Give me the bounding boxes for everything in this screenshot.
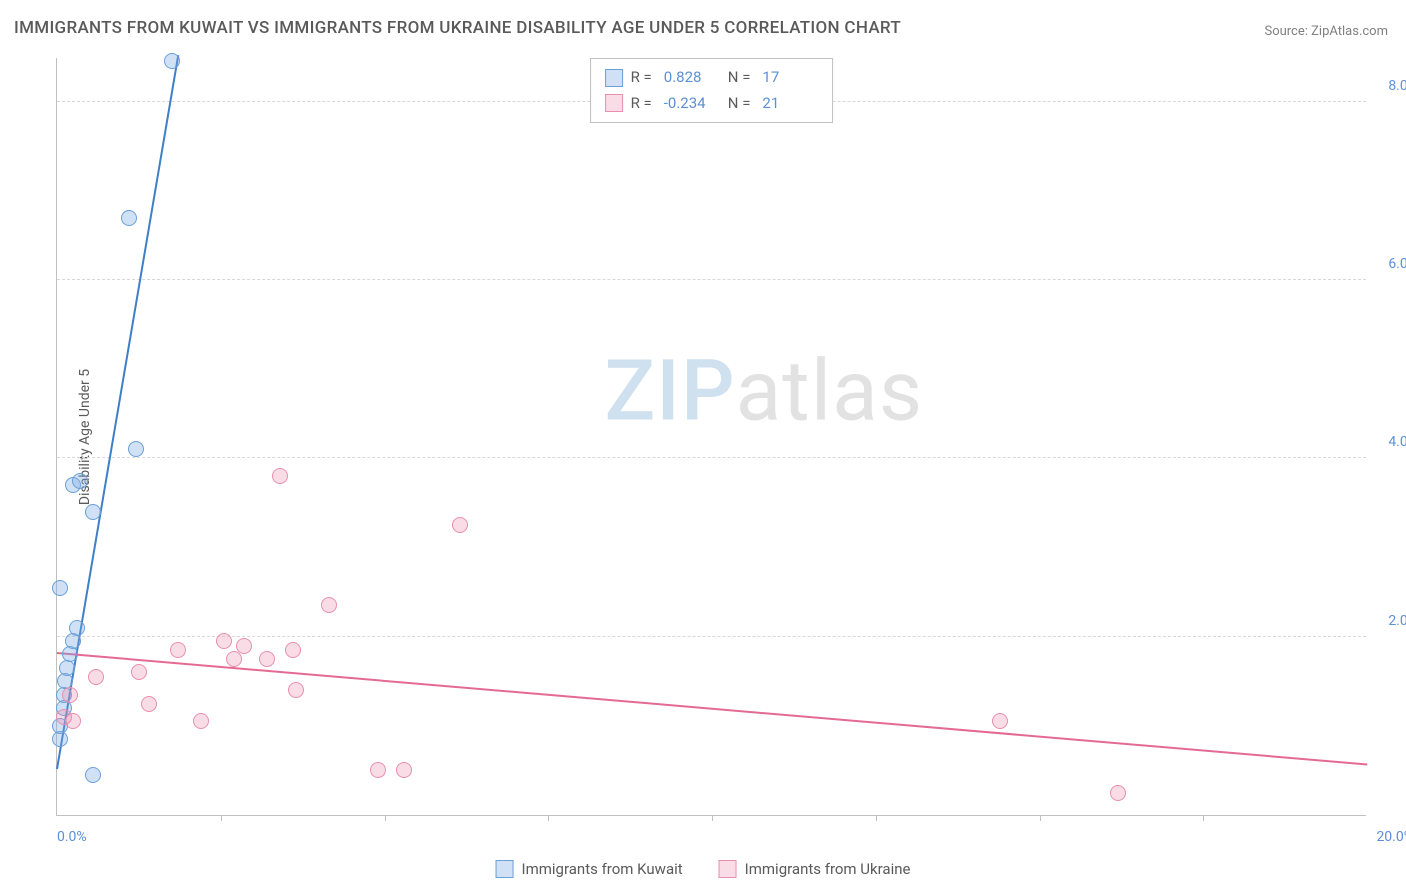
data-point bbox=[170, 642, 186, 658]
legend-item-ukraine: Immigrants from Ukraine bbox=[719, 860, 911, 878]
data-point bbox=[88, 669, 104, 685]
data-point bbox=[452, 517, 468, 533]
x-tick-label: 0.0% bbox=[57, 829, 87, 845]
data-point bbox=[1110, 785, 1126, 801]
x-tick bbox=[1040, 815, 1041, 821]
y-tick-label: 4.0% bbox=[1388, 434, 1406, 450]
swatch-kuwait bbox=[605, 69, 623, 87]
n-value-kuwait: 17 bbox=[762, 65, 818, 91]
data-point bbox=[65, 713, 81, 729]
r-value-ukraine: -0.234 bbox=[664, 91, 720, 117]
data-point bbox=[193, 713, 209, 729]
data-point bbox=[321, 597, 337, 613]
data-point bbox=[226, 651, 242, 667]
y-tick-label: 8.0% bbox=[1388, 78, 1406, 94]
chart-title: IMMIGRANTS FROM KUWAIT VS IMMIGRANTS FRO… bbox=[14, 18, 901, 38]
data-point bbox=[62, 646, 78, 662]
data-point bbox=[85, 504, 101, 520]
data-point bbox=[141, 696, 157, 712]
data-point bbox=[72, 473, 88, 489]
x-tick bbox=[385, 815, 386, 821]
data-point bbox=[992, 713, 1008, 729]
series-legend: Immigrants from Kuwait Immigrants from U… bbox=[496, 860, 911, 878]
x-tick-label: 20.0% bbox=[1376, 829, 1406, 845]
data-point bbox=[259, 651, 275, 667]
data-point bbox=[396, 762, 412, 778]
legend-row-ukraine: R = -0.234 N = 21 bbox=[605, 91, 819, 117]
data-point bbox=[285, 642, 301, 658]
legend-label-ukraine: Immigrants from Ukraine bbox=[745, 860, 911, 878]
legend-row-kuwait: R = 0.828 N = 17 bbox=[605, 65, 819, 91]
x-tick bbox=[876, 815, 877, 821]
data-point bbox=[216, 633, 232, 649]
data-point bbox=[128, 441, 144, 457]
data-point bbox=[370, 762, 386, 778]
data-point bbox=[164, 53, 180, 69]
watermark: ZIPatlas bbox=[605, 342, 924, 441]
data-point bbox=[131, 664, 147, 680]
watermark-zip: ZIP bbox=[605, 342, 736, 441]
legend-label-kuwait: Immigrants from Kuwait bbox=[522, 860, 683, 878]
gridline bbox=[57, 279, 1366, 280]
swatch-kuwait bbox=[496, 860, 514, 878]
data-point bbox=[288, 682, 304, 698]
n-value-ukraine: 21 bbox=[762, 91, 818, 117]
swatch-ukraine bbox=[719, 860, 737, 878]
n-label: N = bbox=[728, 91, 751, 117]
data-point bbox=[59, 660, 75, 676]
data-point bbox=[62, 687, 78, 703]
data-point bbox=[121, 210, 137, 226]
swatch-ukraine bbox=[605, 94, 623, 112]
x-tick bbox=[221, 815, 222, 821]
x-tick bbox=[712, 815, 713, 821]
x-tick bbox=[1203, 815, 1204, 821]
data-point bbox=[236, 638, 252, 654]
gridline bbox=[57, 636, 1366, 637]
data-point bbox=[85, 767, 101, 783]
r-label: R = bbox=[631, 65, 652, 91]
r-label: R = bbox=[631, 91, 652, 117]
watermark-atlas: atlas bbox=[736, 342, 924, 441]
x-tick bbox=[548, 815, 549, 821]
trend-line bbox=[57, 652, 1367, 765]
source-label: Source: ZipAtlas.com bbox=[1264, 24, 1388, 39]
gridline bbox=[57, 457, 1366, 458]
data-point bbox=[69, 620, 85, 636]
legend-item-kuwait: Immigrants from Kuwait bbox=[496, 860, 683, 878]
plot-area: Disability Age Under 5 ZIPatlas 2.0%4.0%… bbox=[56, 58, 1366, 816]
data-point bbox=[272, 468, 288, 484]
correlation-legend: R = 0.828 N = 17 R = -0.234 N = 21 bbox=[590, 58, 834, 123]
data-point bbox=[52, 580, 68, 596]
data-point bbox=[65, 633, 81, 649]
y-tick-label: 6.0% bbox=[1388, 256, 1406, 272]
n-label: N = bbox=[728, 65, 751, 91]
r-value-kuwait: 0.828 bbox=[664, 65, 720, 91]
y-tick-label: 2.0% bbox=[1388, 613, 1406, 629]
